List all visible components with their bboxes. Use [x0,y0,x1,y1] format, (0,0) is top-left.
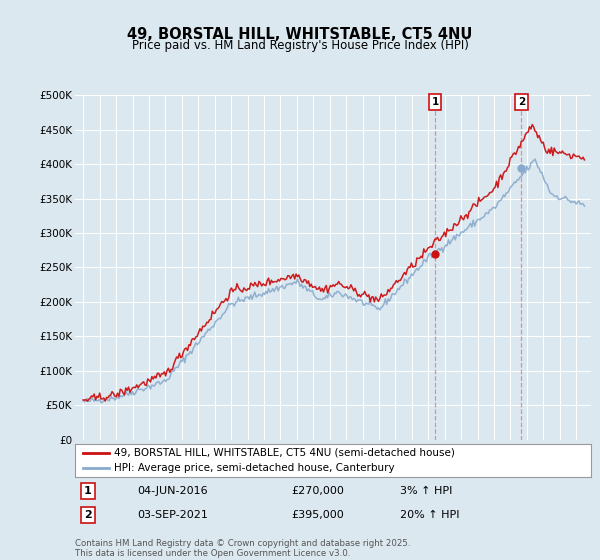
Text: 04-JUN-2016: 04-JUN-2016 [137,486,208,496]
Text: 1: 1 [84,486,92,496]
Text: 1: 1 [431,97,439,107]
Text: HPI: Average price, semi-detached house, Canterbury: HPI: Average price, semi-detached house,… [114,463,394,473]
Text: Price paid vs. HM Land Registry's House Price Index (HPI): Price paid vs. HM Land Registry's House … [131,39,469,52]
Text: Contains HM Land Registry data © Crown copyright and database right 2025.
This d: Contains HM Land Registry data © Crown c… [75,539,410,558]
Text: 49, BORSTAL HILL, WHITSTABLE, CT5 4NU (semi-detached house): 49, BORSTAL HILL, WHITSTABLE, CT5 4NU (s… [114,447,455,458]
Text: £270,000: £270,000 [292,486,344,496]
Text: 2: 2 [518,97,525,107]
Text: 3% ↑ HPI: 3% ↑ HPI [400,486,452,496]
Text: 49, BORSTAL HILL, WHITSTABLE, CT5 4NU: 49, BORSTAL HILL, WHITSTABLE, CT5 4NU [127,27,473,42]
Text: £395,000: £395,000 [292,510,344,520]
Text: 03-SEP-2021: 03-SEP-2021 [137,510,208,520]
Text: 20% ↑ HPI: 20% ↑ HPI [400,510,460,520]
Text: 2: 2 [84,510,92,520]
